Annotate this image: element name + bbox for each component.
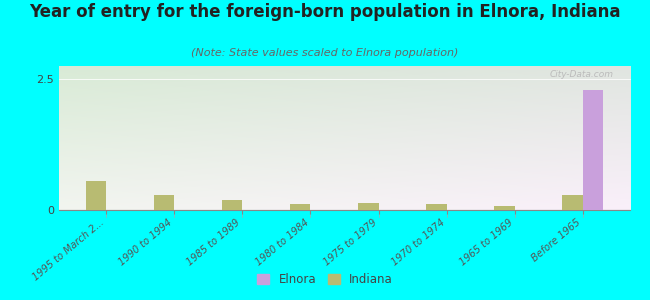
Bar [222,200,242,210]
Bar [154,195,174,210]
Bar [583,90,603,210]
Bar [358,203,378,210]
Text: (Note: State values scaled to Elnora population): (Note: State values scaled to Elnora pop… [191,48,459,58]
Text: City-Data.com: City-Data.com [549,70,614,79]
Bar [562,195,583,210]
Bar [86,181,106,210]
Bar [290,204,311,210]
Bar [494,206,515,210]
Bar [426,204,447,210]
Legend: Elnora, Indiana: Elnora, Indiana [252,269,398,291]
Text: Year of entry for the foreign-born population in Elnora, Indiana: Year of entry for the foreign-born popul… [29,3,621,21]
